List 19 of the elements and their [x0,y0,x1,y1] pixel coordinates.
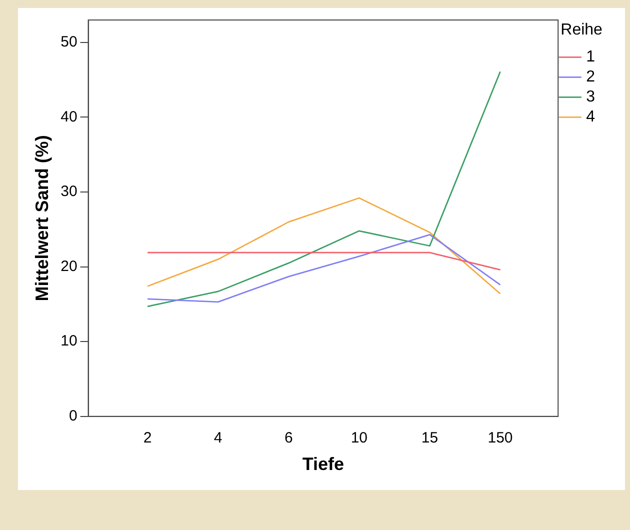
x-tick-label: 15 [421,430,438,447]
legend-label: 4 [586,108,596,126]
legend-label: 2 [586,68,596,86]
x-axis-title: Tiefe [302,454,344,474]
y-tick-label: 40 [60,108,78,126]
legend-label: 1 [586,48,596,66]
y-axis-title: Mittelwert Sand (%) [32,135,52,302]
y-tick-label: 0 [68,408,78,425]
y-tick-label: 20 [60,258,78,275]
legend-label: 3 [586,88,596,106]
x-tick-label: 150 [488,430,513,447]
legend-title: Reihe [560,21,603,38]
y-tick-label: 30 [60,183,78,200]
x-tick-label: 4 [214,430,222,447]
y-tick-label: 10 [60,332,78,350]
x-tick-label: 10 [350,430,368,447]
y-tick-label: 50 [60,34,78,51]
x-tick-label: 6 [284,430,293,447]
x-tick-label: 2 [143,430,152,447]
